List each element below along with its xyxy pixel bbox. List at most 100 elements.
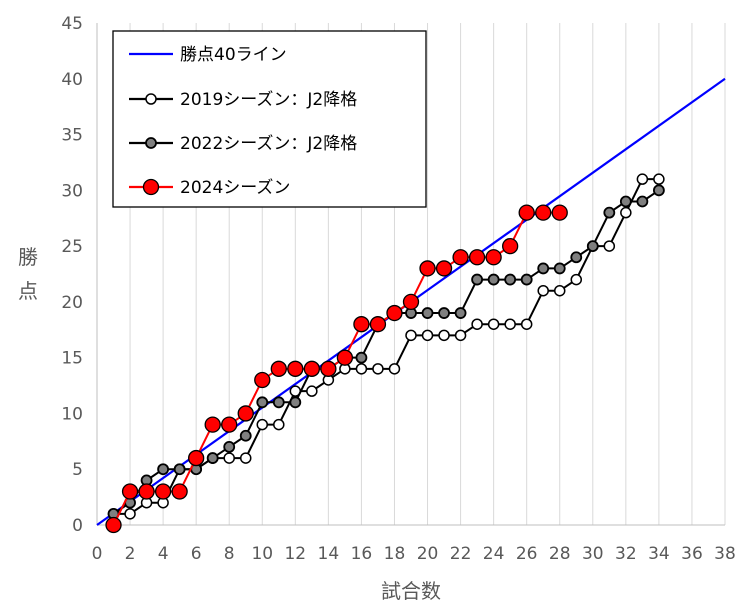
point-3-25 [518,204,535,221]
point-2-25 [520,273,533,286]
x-tick-label-7: 14 [318,544,340,564]
point-3-22 [468,249,486,266]
point-2-15 [355,351,368,364]
point-3-15 [353,316,370,333]
point-3-4 [171,483,188,500]
point-2-23 [487,273,500,286]
legend-label-0: 勝点40ライン [180,45,287,65]
y-tick-label-5: 25 [61,237,83,257]
point-3-6 [204,416,221,433]
point-2-10 [272,396,285,409]
point-1-33 [653,173,665,185]
y-axis-title-char-1: 点 [18,279,38,303]
point-3-1 [121,483,139,500]
point-1-28 [570,273,583,286]
point-3-13 [320,360,337,377]
series-3 [105,204,568,534]
point-3-5 [188,449,205,467]
axes [96,23,725,526]
x-tick-label-5: 10 [251,544,273,564]
point-2-6 [206,452,219,464]
point-2-4 [173,463,186,476]
point-3-7 [221,416,238,433]
point-1-1 [124,508,136,520]
series-group [96,77,726,534]
x-tick-label-3: 6 [191,544,202,564]
point-2-31 [619,195,632,208]
x-tick-label-15: 30 [582,544,604,564]
x-tick-label-10: 20 [417,544,439,564]
point-1-8 [239,452,252,464]
point-1-23 [487,318,500,330]
x-tick-label-4: 8 [224,544,235,564]
point-1-21 [454,329,467,342]
point-1-20 [438,329,450,342]
point-2-27 [553,262,566,275]
point-3-9 [254,371,271,389]
point-1-25 [520,318,533,330]
point-2-7 [223,441,236,453]
point-1-24 [504,318,516,330]
point-3-20 [435,260,453,277]
legend-swatch-marker-1 [145,93,157,105]
legend: 勝点40ライン 2019シーズン：J2降格 2022シーズン：J2降格 2024シーズ… [112,30,427,208]
point-3-2 [138,483,155,500]
point-2-24 [504,273,517,286]
point-1-10 [273,418,285,431]
legend-swatch-marker-3 [142,178,160,196]
point-1-31 [620,206,632,219]
point-1-9 [256,418,269,431]
point-2-32 [636,195,649,208]
point-1-16 [372,363,384,375]
y-tick-label-8: 40 [61,70,83,90]
y-tick-label-2: 10 [61,404,83,424]
point-3-23 [485,249,502,266]
y-tick-label-3: 15 [61,349,83,369]
point-3-16 [369,316,387,333]
x-tick-label-12: 24 [483,544,505,564]
x-tick-label-19: 38 [714,544,736,564]
legend-box [112,30,427,208]
series-line-3 [112,211,560,526]
point-3-3 [154,483,172,500]
point-3-11 [287,360,304,377]
point-2-26 [537,262,550,275]
point-1-7 [223,452,235,464]
x-tick-label-13: 26 [516,544,538,564]
point-3-19 [419,260,436,277]
x-tick-label-11: 22 [450,544,472,564]
x-tick-label-16: 32 [615,544,637,564]
legend-label-2: 2022シーズン：J2降格 [180,134,357,154]
x-tick-label-2: 4 [158,544,169,564]
legend-label-1: 2019シーズン：J2降格 [180,90,357,110]
x-tick-label-9: 18 [384,544,406,564]
x-tick-label-17: 34 [648,544,670,564]
y-tick-label-4: 20 [61,293,83,313]
point-2-22 [471,273,484,286]
x-tick-label-18: 36 [681,544,703,564]
point-3-12 [303,360,320,377]
point-2-21 [454,307,467,319]
y-tick-label-6: 30 [61,181,83,201]
y-axis-title-char-0: 勝 [18,245,38,269]
x-tick-label-14: 28 [549,544,571,564]
x-tick-label-1: 2 [125,544,136,564]
x-tick-label-6: 12 [284,544,306,564]
point-1-18 [405,329,417,342]
point-2-19 [421,307,434,319]
point-3-10 [270,360,287,377]
point-3-8 [237,405,254,422]
series-1 [107,173,665,520]
y-tick-label-0: 0 [72,516,83,536]
point-2-9 [256,396,269,409]
point-1-17 [388,363,401,375]
point-2-29 [586,240,599,253]
tick-labels: 0 2 4 6 8 10 12 14 16 18 20 22 24 26 28 30 32 34 36 3805101… [61,14,735,564]
point-3-18 [402,293,420,311]
point-1-15 [355,363,368,375]
point-2-30 [603,206,616,219]
point-3-21 [452,249,469,266]
legend-swatch-marker-2 [145,137,157,149]
y-axis-title: 勝点 [18,245,38,303]
